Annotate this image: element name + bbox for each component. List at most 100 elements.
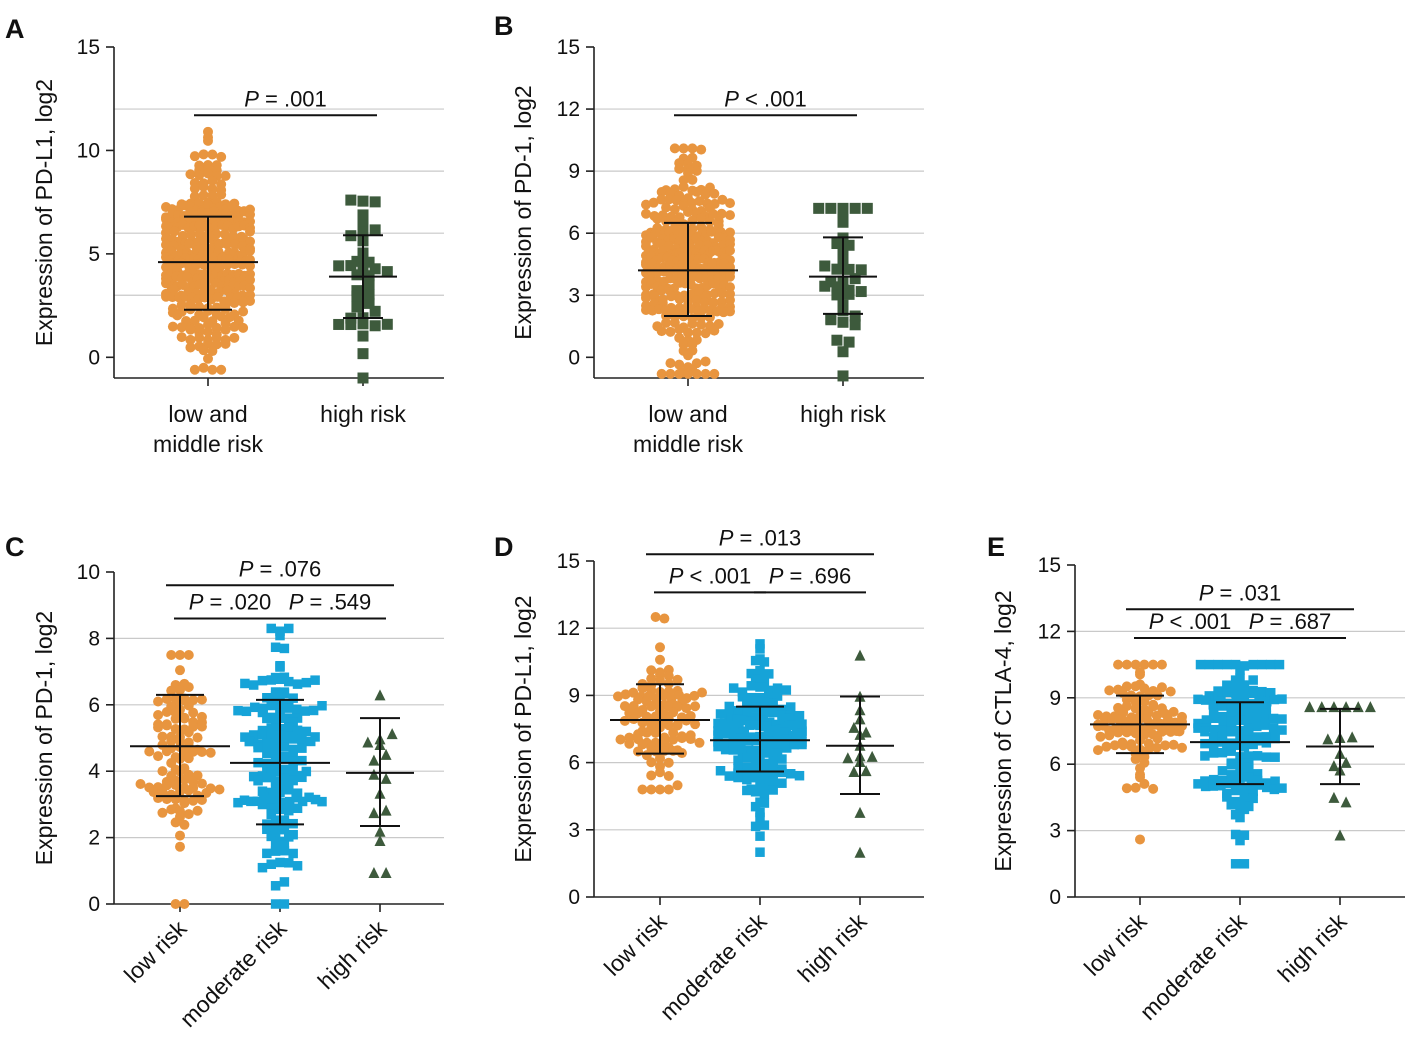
data-point bbox=[1118, 740, 1129, 751]
data-point bbox=[161, 746, 172, 757]
data-point bbox=[746, 681, 756, 691]
x-category-label: high risk bbox=[800, 401, 886, 427]
data-point bbox=[284, 858, 294, 868]
data-point bbox=[717, 194, 728, 205]
data-point bbox=[257, 799, 268, 810]
data-point bbox=[207, 364, 218, 375]
data-point bbox=[786, 720, 797, 731]
data-point bbox=[279, 845, 290, 856]
data-point bbox=[855, 286, 867, 298]
data-point bbox=[656, 187, 667, 198]
data-point bbox=[275, 630, 285, 641]
data-point bbox=[1208, 732, 1219, 743]
data-point bbox=[1235, 812, 1245, 823]
data-point bbox=[656, 285, 667, 296]
data-point bbox=[188, 795, 199, 806]
data-point bbox=[797, 728, 807, 739]
data-point bbox=[678, 181, 689, 192]
data-point bbox=[345, 260, 357, 272]
data-point bbox=[257, 729, 268, 740]
data-point bbox=[1200, 751, 1210, 761]
data-point bbox=[183, 809, 194, 820]
p-value-label: P = .001 bbox=[244, 86, 327, 111]
data-point bbox=[246, 796, 256, 807]
data-point bbox=[785, 702, 796, 712]
data-point bbox=[1222, 659, 1232, 670]
p-value-label: P = .696 bbox=[769, 563, 852, 588]
data-point bbox=[245, 245, 255, 256]
data-point bbox=[1193, 779, 1203, 789]
data-point bbox=[666, 291, 677, 302]
data-point bbox=[663, 670, 674, 681]
data-point bbox=[685, 734, 696, 745]
data-point bbox=[288, 734, 298, 744]
x-category-label: middle risk bbox=[153, 431, 263, 457]
data-point bbox=[613, 691, 623, 702]
data-point bbox=[831, 263, 843, 275]
data-point bbox=[777, 754, 787, 764]
data-point bbox=[1151, 742, 1162, 753]
data-point bbox=[683, 350, 693, 361]
data-point bbox=[351, 269, 363, 281]
data-point bbox=[283, 703, 294, 713]
data-point bbox=[1265, 659, 1276, 670]
data-point bbox=[1217, 747, 1228, 758]
data-point bbox=[301, 677, 312, 688]
data-point bbox=[750, 712, 761, 722]
data-point bbox=[245, 283, 255, 294]
x-category-label: low risk bbox=[119, 915, 192, 988]
data-point bbox=[728, 745, 739, 755]
p-value-label: P = .076 bbox=[239, 556, 322, 581]
data-point bbox=[709, 368, 720, 379]
data-point bbox=[755, 665, 765, 676]
data-point bbox=[668, 727, 679, 738]
data-point bbox=[214, 784, 225, 795]
data-point bbox=[351, 301, 363, 313]
data-point bbox=[153, 722, 164, 733]
data-point bbox=[750, 772, 761, 783]
data-point bbox=[1261, 702, 1272, 713]
data-point bbox=[794, 770, 805, 781]
data-point bbox=[742, 709, 752, 720]
data-point bbox=[637, 683, 648, 694]
data-point bbox=[161, 706, 172, 717]
data-point bbox=[1121, 783, 1132, 794]
p-value-label: P = .549 bbox=[289, 589, 372, 614]
data-point bbox=[1252, 712, 1263, 722]
data-point bbox=[750, 674, 761, 685]
data-point bbox=[1216, 696, 1226, 706]
y-tick-label: 15 bbox=[557, 550, 580, 573]
data-point bbox=[194, 228, 205, 239]
data-point bbox=[736, 733, 746, 743]
data-point bbox=[1260, 720, 1270, 730]
data-point bbox=[641, 199, 651, 210]
data-point bbox=[220, 324, 231, 335]
data-point bbox=[837, 370, 849, 382]
y-tick-label: 0 bbox=[88, 893, 100, 916]
data-point bbox=[1104, 730, 1115, 741]
data-point bbox=[1340, 796, 1352, 808]
x-category-label: low risk bbox=[1079, 908, 1152, 981]
data-point bbox=[1244, 712, 1254, 722]
data-point bbox=[655, 753, 665, 764]
data-point bbox=[1174, 726, 1185, 737]
data-point bbox=[789, 739, 800, 750]
data-point bbox=[1135, 669, 1145, 680]
data-point bbox=[691, 327, 702, 338]
data-point bbox=[1226, 759, 1236, 770]
data-point bbox=[189, 183, 200, 194]
data-point bbox=[683, 368, 693, 379]
data-point bbox=[1248, 675, 1258, 685]
data-point bbox=[220, 338, 231, 349]
data-point bbox=[1261, 732, 1272, 742]
data-point bbox=[262, 848, 272, 859]
data-point bbox=[1165, 726, 1176, 737]
data-point bbox=[1270, 752, 1280, 762]
data-point bbox=[1217, 711, 1228, 722]
data-point bbox=[655, 784, 665, 795]
data-point bbox=[744, 720, 755, 730]
data-point bbox=[700, 356, 711, 367]
data-point bbox=[734, 721, 744, 731]
data-point bbox=[1265, 687, 1276, 698]
data-point bbox=[1304, 701, 1316, 713]
